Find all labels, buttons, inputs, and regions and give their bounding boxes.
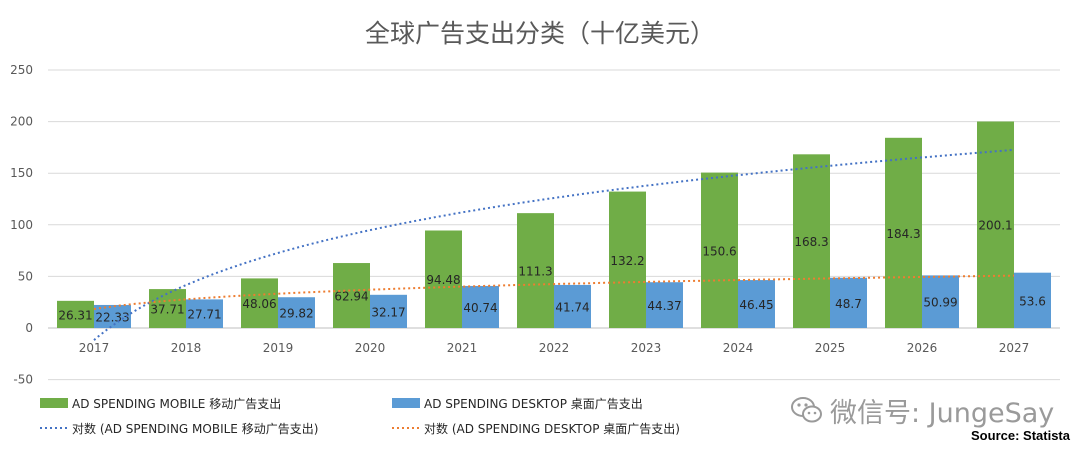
trendline bbox=[93, 148, 1015, 341]
data-label: 94.48 bbox=[426, 273, 460, 287]
bars: 26.31 37.71 48.06 62.94 94.48 111.3 132.2 150.6… bbox=[57, 121, 1051, 329]
legend-swatch bbox=[40, 398, 68, 408]
data-label: 111.3 bbox=[518, 265, 552, 279]
data-label: 22.33 bbox=[95, 310, 129, 324]
y-tick-label: 250 bbox=[10, 63, 33, 77]
data-label: 48.7 bbox=[835, 297, 862, 311]
x-tick-label: 2017 bbox=[79, 341, 110, 355]
data-label: 132.2 bbox=[610, 254, 644, 268]
bar-desktop bbox=[738, 280, 775, 328]
x-tick-label: 2019 bbox=[263, 341, 294, 355]
bar-mobile bbox=[57, 300, 94, 328]
x-tick-label: 2018 bbox=[171, 341, 202, 355]
legend-label: AD SPENDING MOBILE 移动广告支出 bbox=[72, 397, 281, 411]
legend-label: 对数 (AD SPENDING DESKTOP 桌面广告支出) bbox=[424, 421, 680, 436]
data-label: 184.3 bbox=[886, 227, 920, 241]
bar-desktop bbox=[94, 304, 131, 328]
bar-desktop bbox=[646, 282, 683, 328]
bar-desktop bbox=[462, 285, 499, 328]
legend-label: AD SPENDING DESKTOP 桌面广告支出 bbox=[424, 397, 643, 411]
y-tick-label: 200 bbox=[10, 115, 33, 129]
data-label: 48.06 bbox=[242, 297, 276, 311]
bar-mobile bbox=[885, 137, 922, 328]
data-label: 53.6 bbox=[1019, 294, 1046, 308]
data-label: 29.82 bbox=[279, 307, 313, 321]
y-tick-label: -50 bbox=[13, 373, 33, 387]
bar-mobile bbox=[333, 263, 370, 328]
bar-desktop bbox=[554, 284, 591, 328]
data-label: 200.1 bbox=[978, 219, 1012, 233]
watermark: 微信号: JungeSay bbox=[790, 388, 1054, 432]
bar-desktop bbox=[186, 299, 223, 328]
legend: AD SPENDING MOBILE 移动广告支出 AD SPENDING DES… bbox=[40, 397, 680, 436]
bar-mobile bbox=[517, 213, 554, 328]
x-tick-label: 2023 bbox=[631, 341, 662, 355]
bar-desktop bbox=[1014, 272, 1051, 328]
legend-label: 对数 (AD SPENDING MOBILE 移动广告支出) bbox=[72, 421, 318, 436]
data-label: 27.71 bbox=[187, 308, 221, 322]
data-label: 26.31 bbox=[58, 308, 92, 322]
bar-mobile bbox=[977, 121, 1014, 329]
data-label: 46.45 bbox=[739, 298, 773, 312]
bar-mobile bbox=[149, 289, 186, 328]
y-axis: -50 0 50 100 150 200 250 bbox=[10, 63, 33, 387]
bar-desktop bbox=[370, 294, 407, 328]
chart-title: 全球广告支出分类（十亿美元） bbox=[365, 19, 715, 48]
data-label: 44.37 bbox=[647, 299, 681, 313]
wechat-icon bbox=[791, 397, 822, 423]
trendline bbox=[93, 274, 1015, 310]
x-tick-label: 2025 bbox=[815, 341, 846, 355]
x-tick-label: 2024 bbox=[723, 341, 754, 355]
data-label: 40.74 bbox=[463, 301, 497, 315]
legend-swatch bbox=[392, 398, 420, 408]
y-tick-label: 0 bbox=[25, 321, 33, 335]
data-label: 41.74 bbox=[555, 300, 589, 314]
x-tick-label: 2020 bbox=[355, 341, 386, 355]
data-label: 50.99 bbox=[923, 296, 957, 310]
bar-mobile bbox=[425, 230, 462, 328]
bar-mobile bbox=[241, 278, 278, 328]
x-axis: 2017 2018 2019 2020 2021 2022 2023 2024 2025 2026… bbox=[79, 341, 1030, 355]
bar-mobile bbox=[609, 191, 646, 328]
bar-desktop bbox=[278, 297, 315, 328]
bar-desktop bbox=[830, 277, 867, 328]
watermark-text: 微信号: JungeSay bbox=[830, 397, 1055, 429]
y-tick-label: 150 bbox=[10, 166, 33, 180]
bar-mobile bbox=[793, 154, 830, 328]
data-label: 168.3 bbox=[794, 235, 828, 249]
x-tick-label: 2026 bbox=[907, 341, 938, 355]
data-label: 37.71 bbox=[150, 303, 184, 317]
x-tick-label: 2021 bbox=[447, 341, 478, 355]
y-tick-label: 50 bbox=[18, 269, 33, 283]
trendlines bbox=[93, 148, 1015, 341]
x-tick-label: 2022 bbox=[539, 341, 570, 355]
bar-desktop bbox=[922, 275, 959, 328]
data-label: 150.6 bbox=[702, 244, 736, 258]
y-tick-label: 100 bbox=[10, 218, 33, 232]
data-label: 32.17 bbox=[371, 305, 405, 319]
bar-mobile bbox=[701, 172, 738, 328]
x-tick-label: 2027 bbox=[999, 341, 1030, 355]
data-label: 62.94 bbox=[334, 290, 368, 304]
source-note: Source: Statista bbox=[971, 428, 1070, 443]
